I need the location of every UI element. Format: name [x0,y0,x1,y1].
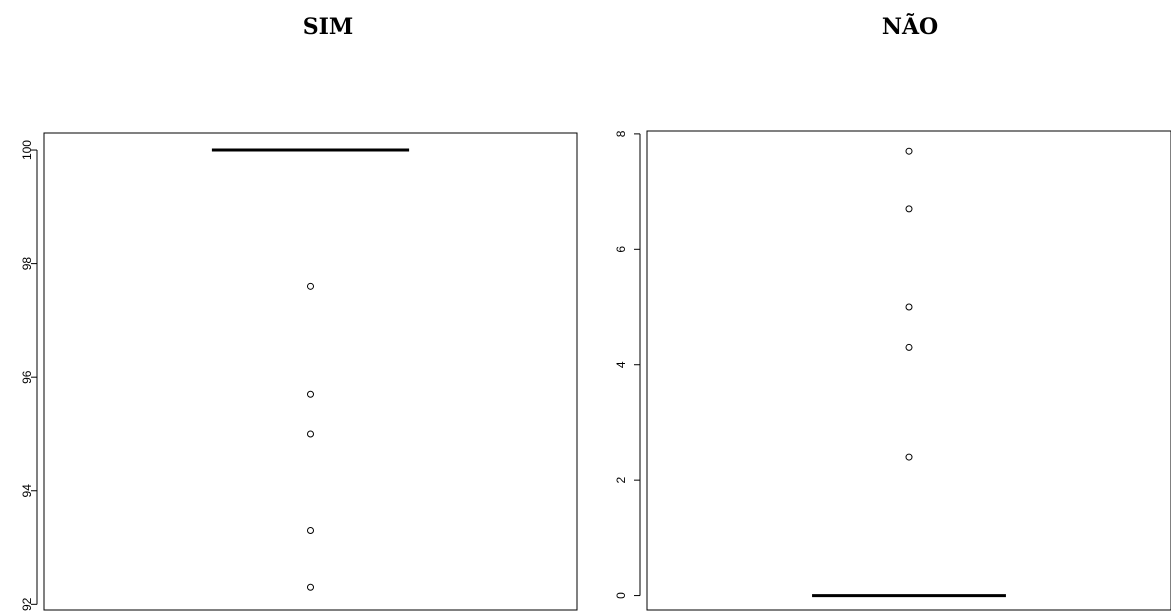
outlier-point-nao-3 [905,343,913,351]
outlier-point-nao-1 [905,205,913,213]
outlier-point-nao-0 [905,147,913,155]
outlier-point-nao-2 [905,303,913,311]
plot-frame-sim [43,132,578,611]
outlier-point-sim-2 [307,430,314,438]
chart-title-nao: NÃO [881,14,939,40]
y-tick-label-nao-4: 4 [614,361,628,368]
y-tick-label-nao-0: 0 [614,592,628,599]
y-tick-label-sim-98: 98 [20,257,34,271]
chart-title-sim: SIM [302,14,354,40]
y-tick-label-sim-92: 92 [20,597,34,611]
outlier-point-sim-1 [307,390,314,398]
y-tick-label-sim-94: 94 [20,484,34,498]
outlier-point-sim-0 [307,282,314,290]
y-tick-label-sim-96: 96 [20,370,34,384]
plot-frame-nao [646,130,1171,611]
outlier-point-nao-4 [905,453,913,461]
y-tick-label-nao-8: 8 [614,130,628,137]
outlier-point-sim-3 [307,527,314,534]
y-tick-label-nao-6: 6 [614,246,628,253]
y-tick-label-nao-2: 2 [614,476,628,483]
outlier-point-sim-4 [307,583,314,591]
y-tick-label-sim-100: 100 [20,140,34,160]
